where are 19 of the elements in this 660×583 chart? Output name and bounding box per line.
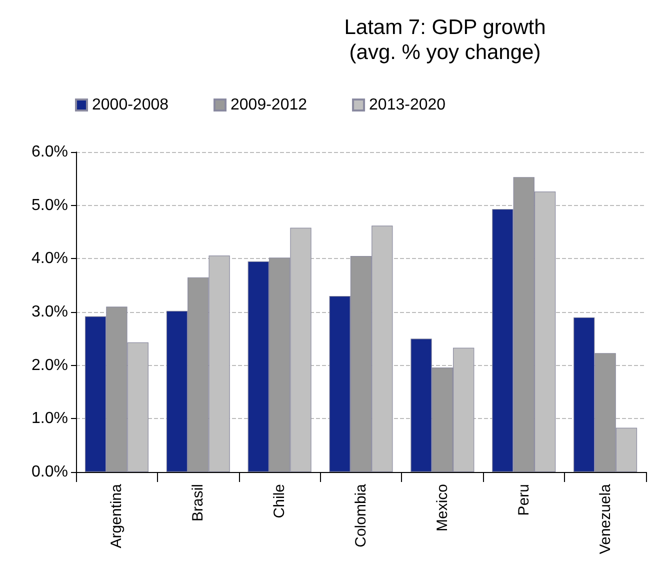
legend-label: 2000-2008 [92, 96, 169, 114]
legend-label: 2013-2020 [369, 96, 446, 114]
y-tick-label: 5.0% [32, 196, 68, 214]
y-tick-label: 6.0% [32, 144, 68, 160]
x-tick-label: Mexico [434, 484, 451, 532]
chart-subtitle: (avg. % yoy change) [349, 41, 541, 64]
y-tick-label: 3.0% [32, 304, 68, 320]
x-tick-label: Brasil [190, 484, 207, 522]
x-tick-label: Chile [271, 484, 288, 518]
x-tick-label: Argentina [108, 483, 126, 548]
x-tick-label: Colombia [352, 483, 370, 548]
x-tick-label: Venezuela [596, 483, 614, 554]
y-tick-label: 4.0% [32, 250, 68, 268]
legend-label: 2009-2012 [230, 96, 308, 114]
chart-title: Latam 7: GDP growth [344, 16, 546, 39]
y-tick-label: 0.0% [32, 464, 68, 480]
x-tick-label: Peru [515, 484, 532, 516]
y-tick-label: 1.0% [32, 410, 68, 428]
y-tick-label: 2.0% [32, 356, 68, 374]
